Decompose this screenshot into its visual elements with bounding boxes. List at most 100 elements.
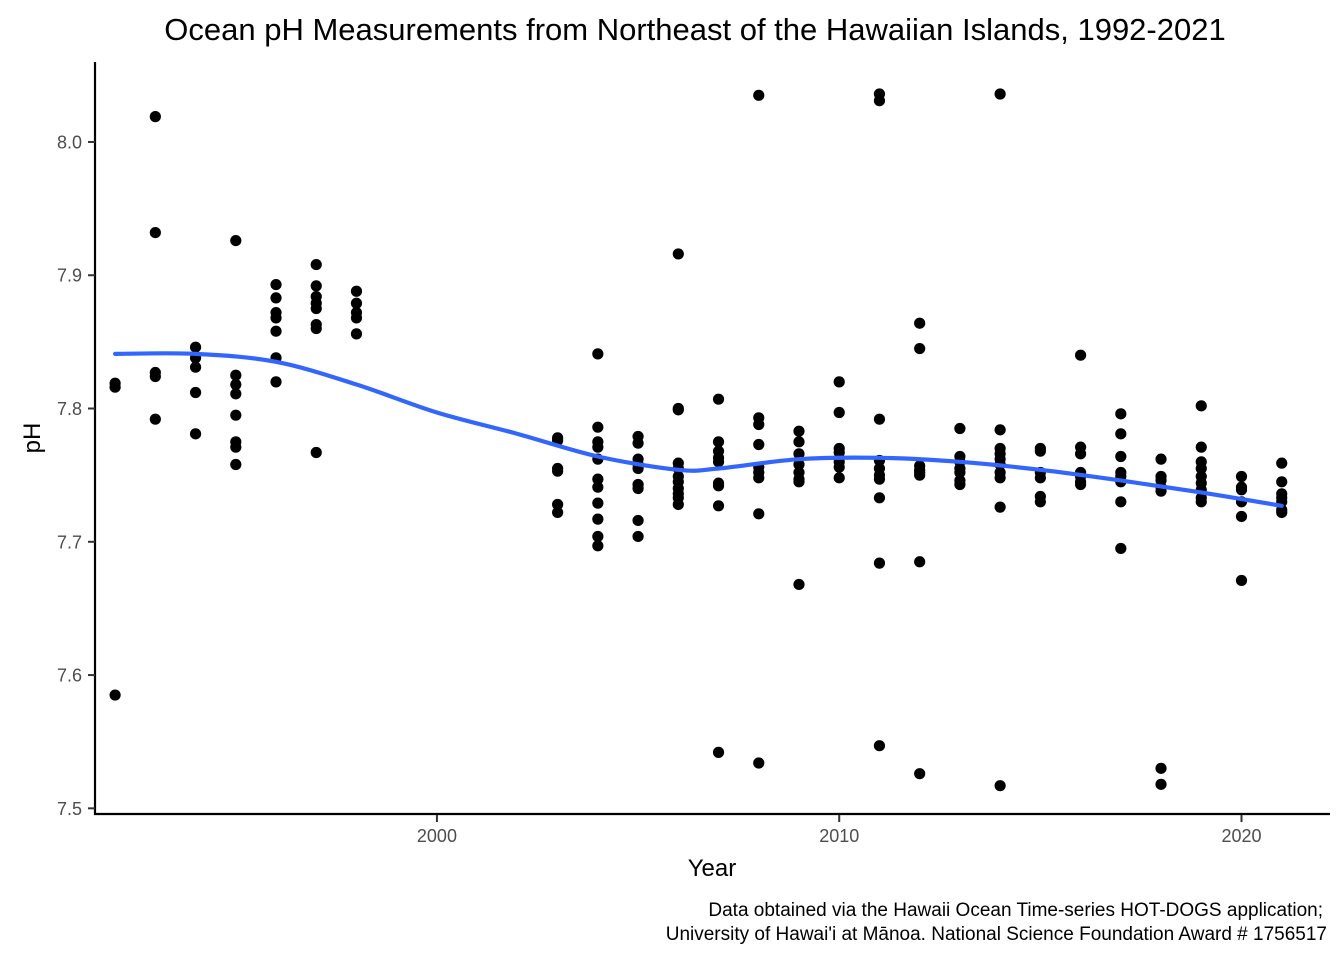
data-point-1998-3 bbox=[350, 312, 363, 324]
data-point-2015-3 bbox=[1034, 472, 1046, 484]
data-point-2020-2 bbox=[1235, 484, 1248, 496]
data-point-2008-7 bbox=[753, 508, 765, 520]
data-point-2019-1 bbox=[1195, 441, 1207, 453]
data-point-2011-9 bbox=[873, 740, 886, 752]
x-axis-title: Year bbox=[688, 855, 737, 882]
data-point-2014-7 bbox=[994, 472, 1006, 484]
data-point-2010-6 bbox=[833, 472, 845, 484]
data-point-2004-0 bbox=[592, 348, 604, 360]
data-point-1995-6 bbox=[230, 441, 242, 453]
data-point-1997-6 bbox=[310, 322, 322, 335]
data-point-2018-0 bbox=[1155, 453, 1167, 465]
data-point-2010-3 bbox=[833, 446, 845, 459]
data-point-2009-2 bbox=[793, 448, 805, 460]
data-point-2003-3 bbox=[552, 465, 564, 477]
data-point-2017-1 bbox=[1115, 428, 1127, 440]
y-tick-label-8: 8.0 bbox=[57, 132, 82, 152]
data-point-2004-8 bbox=[592, 513, 604, 525]
data-point-2006-0 bbox=[672, 248, 684, 260]
data-point-2004-10 bbox=[592, 540, 604, 552]
data-points bbox=[109, 88, 1288, 792]
data-point-1995-7 bbox=[230, 458, 242, 471]
data-point-2014-9 bbox=[994, 780, 1006, 792]
data-point-2012-0 bbox=[914, 317, 926, 329]
data-point-1995-1 bbox=[230, 369, 242, 381]
data-point-1998-0 bbox=[350, 285, 363, 297]
data-point-1995-4 bbox=[230, 409, 242, 421]
data-point-2007-7 bbox=[712, 500, 725, 512]
data-point-2019-3 bbox=[1195, 462, 1207, 475]
data-point-2004-5 bbox=[592, 473, 604, 485]
data-point-2011-2 bbox=[873, 413, 886, 425]
data-point-2020-4 bbox=[1235, 510, 1248, 523]
data-point-2011-1 bbox=[873, 95, 886, 107]
data-point-2006-10 bbox=[672, 498, 684, 511]
data-point-2015-1 bbox=[1034, 445, 1046, 457]
data-point-2009-0 bbox=[793, 425, 805, 437]
data-point-2008-6 bbox=[753, 472, 765, 484]
data-point-1996-0 bbox=[270, 278, 282, 291]
data-point-1996-1 bbox=[270, 292, 282, 304]
data-point-2020-0 bbox=[1235, 470, 1248, 483]
y-tick-label-7.6: 7.6 bbox=[57, 666, 82, 686]
data-point-2008-0 bbox=[753, 89, 765, 101]
data-point-1995-0 bbox=[230, 234, 242, 247]
data-point-2004-1 bbox=[592, 421, 604, 433]
data-point-1994-0 bbox=[189, 341, 202, 353]
data-point-1995-2 bbox=[230, 378, 242, 391]
chart-title: Ocean pH Measurements from Northeast of … bbox=[164, 12, 1225, 47]
data-point-2007-4 bbox=[712, 456, 725, 468]
data-point-2013-0 bbox=[954, 422, 966, 435]
data-point-1998-4 bbox=[350, 328, 363, 340]
data-point-2005-8 bbox=[632, 530, 644, 543]
data-point-2003-4 bbox=[552, 498, 564, 511]
y-axis-title: pH bbox=[19, 423, 46, 454]
data-point-2014-8 bbox=[994, 501, 1006, 513]
data-point-2017-7 bbox=[1115, 542, 1127, 555]
data-point-2004-6 bbox=[592, 481, 604, 493]
data-point-2016-6 bbox=[1074, 478, 1087, 491]
data-point-2012-5 bbox=[914, 469, 926, 481]
data-point-2018-6 bbox=[1155, 778, 1167, 790]
data-point-2020-5 bbox=[1235, 574, 1248, 587]
data-point-2004-9 bbox=[592, 530, 604, 543]
data-point-2008-3 bbox=[753, 438, 765, 451]
y-tick-label-7.9: 7.9 bbox=[57, 266, 82, 286]
data-point-1992-1 bbox=[109, 381, 121, 393]
data-point-2011-6 bbox=[873, 473, 886, 485]
data-point-2004-3 bbox=[592, 441, 604, 453]
data-point-2008-8 bbox=[753, 757, 765, 769]
data-point-1997-1 bbox=[310, 280, 322, 292]
data-point-2017-6 bbox=[1115, 496, 1127, 508]
data-point-2011-8 bbox=[873, 557, 886, 569]
data-point-2014-1 bbox=[994, 424, 1006, 436]
data-point-1996-4 bbox=[270, 325, 282, 337]
data-point-1996-6 bbox=[270, 376, 282, 388]
data-point-2004-7 bbox=[592, 497, 604, 509]
y-tick-label-7.8: 7.8 bbox=[57, 399, 82, 419]
data-point-1997-4 bbox=[310, 302, 322, 315]
data-point-2007-8 bbox=[712, 746, 725, 758]
data-point-2003-5 bbox=[552, 506, 564, 519]
data-point-1994-3 bbox=[189, 386, 202, 399]
data-point-2011-7 bbox=[873, 492, 886, 504]
data-point-2009-6 bbox=[793, 476, 805, 488]
caption-line-1: Data obtained via the Hawaii Ocean Time-… bbox=[708, 900, 1323, 921]
data-point-1997-7 bbox=[310, 446, 322, 459]
data-point-2007-1 bbox=[712, 436, 725, 448]
data-point-2015-5 bbox=[1034, 496, 1046, 508]
data-point-1994-2 bbox=[189, 361, 202, 373]
y-axis-ticks: 7.5 7.6 7.7 7.8 7.9 8.0 bbox=[57, 132, 95, 819]
data-point-2008-2 bbox=[753, 418, 765, 431]
data-point-1992-2 bbox=[109, 689, 121, 701]
data-point-2005-6 bbox=[632, 482, 644, 495]
data-point-2017-0 bbox=[1115, 408, 1127, 420]
data-point-2005-1 bbox=[632, 437, 644, 449]
data-point-2012-6 bbox=[914, 556, 926, 568]
data-point-1996-3 bbox=[270, 312, 282, 324]
data-point-2013-6 bbox=[954, 478, 966, 491]
data-point-1993-3 bbox=[149, 370, 161, 383]
data-point-2016-2 bbox=[1074, 448, 1087, 460]
data-point-1995-3 bbox=[230, 388, 242, 400]
